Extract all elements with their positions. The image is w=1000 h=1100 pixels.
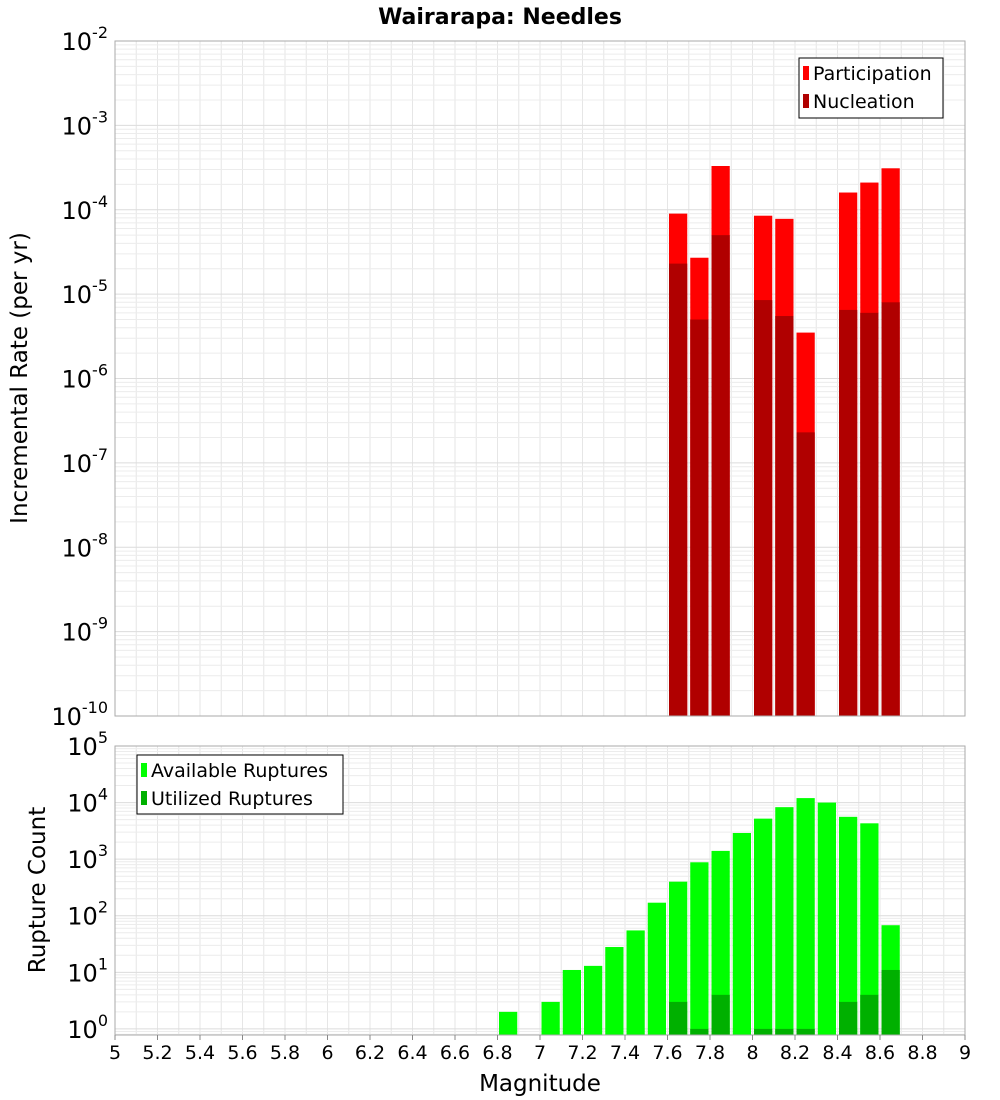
x-tick-label: 9 <box>959 1042 971 1064</box>
top-y-ticks: 10-10 10-9 10-8 10-7 10-6 10-5 10-4 10-3 10-2 <box>51 23 108 731</box>
x-tick-label: 6 <box>321 1042 333 1064</box>
bottom-bar-available-ruptures <box>796 798 815 1035</box>
bottom-y-tick-label: 103 <box>67 841 108 874</box>
top-y-tick-label: 10-9 <box>62 614 109 647</box>
bottom-bar-available-ruptures <box>839 816 858 1035</box>
top-bar-nucleation <box>881 302 900 716</box>
x-axis-label: Magnitude <box>479 1071 601 1097</box>
x-tick-label: 7.8 <box>695 1042 725 1064</box>
x-tick-label: 5.2 <box>142 1042 172 1064</box>
top-y-tick-label: 10-2 <box>62 23 109 56</box>
x-tick-label: 5.8 <box>270 1042 300 1064</box>
bottom-y-axis-label: Rupture Count <box>25 807 51 973</box>
bottom-y-ticks: 100 101 102 103 104 105 <box>67 728 108 1044</box>
bottom-legend: Available Ruptures Utilized Ruptures <box>136 754 344 815</box>
legend-label-utilized: Utilized Ruptures <box>151 788 313 810</box>
bottom-y-tick-label: 104 <box>67 785 108 818</box>
bottom-bar-utilized-ruptures <box>690 1028 709 1035</box>
bottom-y-tick-label: 105 <box>67 728 108 761</box>
chart-title: Wairarapa: Needles <box>378 5 622 30</box>
bottom-panel: 100 101 102 103 104 105 Rupture Count Availab… <box>25 728 966 1044</box>
bottom-bar-available-ruptures <box>711 850 730 1035</box>
top-plot-border <box>114 40 966 717</box>
top-y-tick-label: 10-7 <box>62 445 109 478</box>
bottom-bar-available-ruptures <box>860 823 879 1035</box>
x-tick-label: 5.6 <box>227 1042 257 1064</box>
top-bar-nucleation <box>796 432 815 716</box>
x-tick-label: 6.6 <box>440 1042 470 1064</box>
bottom-bar-utilized-ruptures <box>711 994 730 1035</box>
top-bar-nucleation <box>839 309 858 716</box>
legend-swatch-available <box>141 763 147 777</box>
top-bars <box>669 166 900 717</box>
bottom-bar-utilized-ruptures <box>754 1028 773 1035</box>
legend-swatch-participation <box>803 66 809 80</box>
bottom-bar-available-ruptures <box>541 1001 560 1035</box>
x-tick-label: 5.4 <box>185 1042 215 1064</box>
bottom-bar-utilized-ruptures <box>775 1028 794 1035</box>
legend-label-nucleation: Nucleation <box>813 91 915 113</box>
legend-swatch-nucleation <box>803 94 809 108</box>
x-tick-label: 8 <box>746 1042 758 1064</box>
x-tick-label: 6.8 <box>482 1042 512 1064</box>
legend-label-participation: Participation <box>813 63 932 85</box>
bottom-bar-utilized-ruptures <box>881 969 900 1035</box>
bottom-bar-available-ruptures <box>817 802 836 1035</box>
x-axis-ticks: 5 5.2 5.4 5.6 5.8 6 6.2 6.4 6.6 6.8 7 7.2 7.4 7.6 7.8 8… <box>109 1035 971 1064</box>
top-bar-nucleation <box>690 319 709 716</box>
bottom-bar-available-ruptures <box>647 902 666 1035</box>
bottom-bar-available-ruptures <box>499 1011 518 1035</box>
bottom-bars <box>499 798 900 1035</box>
top-bar-nucleation <box>860 312 879 716</box>
top-bar-nucleation <box>775 316 794 716</box>
bottom-bar-utilized-ruptures <box>669 1001 688 1035</box>
top-legend: Participation Nucleation <box>798 57 944 119</box>
bottom-bar-available-ruptures <box>690 862 709 1035</box>
bottom-bar-available-ruptures <box>754 818 773 1035</box>
bottom-y-tick-label: 100 <box>67 1011 108 1044</box>
x-tick-label: 6.4 <box>397 1042 427 1064</box>
bottom-bar-available-ruptures <box>605 947 624 1035</box>
top-y-tick-label: 10-8 <box>62 529 109 562</box>
x-tick-label: 7.6 <box>652 1042 682 1064</box>
top-y-axis-label: Incremental Rate (per yr) <box>7 232 33 524</box>
x-tick-label: 7.4 <box>610 1042 640 1064</box>
top-bar-nucleation <box>754 300 773 716</box>
bottom-bar-utilized-ruptures <box>839 1001 858 1035</box>
top-y-tick-label: 10-3 <box>62 107 109 140</box>
bottom-bar-available-ruptures <box>669 881 688 1035</box>
bottom-bar-available-ruptures <box>732 832 751 1035</box>
top-y-tick-label: 10-6 <box>62 361 109 394</box>
top-bar-nucleation <box>711 235 730 716</box>
top-grid <box>115 40 965 717</box>
bottom-bar-utilized-ruptures <box>860 994 879 1035</box>
x-tick-label: 5 <box>109 1042 121 1064</box>
legend-label-available: Available Ruptures <box>151 760 328 782</box>
top-y-tick-label: 10-10 <box>51 698 108 731</box>
top-y-tick-label: 10-5 <box>62 276 109 309</box>
x-tick-label: 8.8 <box>907 1042 937 1064</box>
x-tick-label: 8.4 <box>822 1042 852 1064</box>
x-tick-label: 8.2 <box>780 1042 810 1064</box>
bottom-bar-available-ruptures <box>626 930 645 1035</box>
legend-swatch-utilized <box>141 791 147 805</box>
x-tick-label: 7.2 <box>567 1042 597 1064</box>
bottom-bar-available-ruptures <box>562 969 581 1035</box>
x-tick-label: 7 <box>534 1042 546 1064</box>
x-tick-label: 6.2 <box>355 1042 385 1064</box>
top-bar-nucleation <box>669 263 688 716</box>
bottom-legend-box <box>136 754 344 815</box>
bottom-y-tick-label: 101 <box>67 954 108 987</box>
bottom-bar-available-ruptures <box>584 965 603 1035</box>
top-legend-box <box>798 57 944 119</box>
x-tick-label: 8.6 <box>865 1042 895 1064</box>
bottom-bar-utilized-ruptures <box>796 1028 815 1035</box>
bottom-y-tick-label: 102 <box>67 898 108 931</box>
top-y-tick-label: 10-4 <box>62 192 109 225</box>
top-panel: 10-10 10-9 10-8 10-7 10-6 10-5 10-4 10-3 10-2 In… <box>7 23 966 731</box>
bottom-bar-available-ruptures <box>775 807 794 1035</box>
